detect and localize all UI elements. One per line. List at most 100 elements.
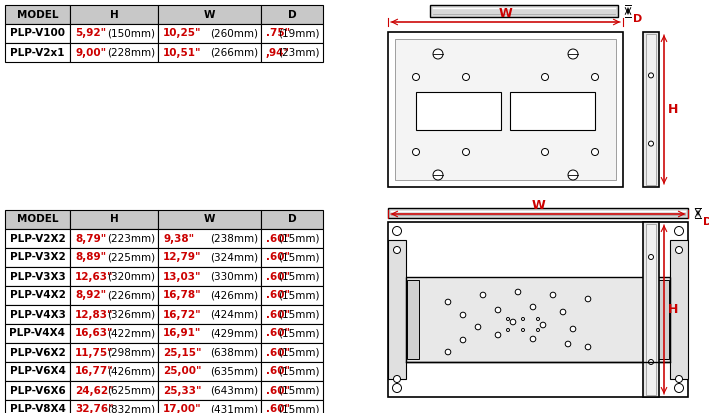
Circle shape — [537, 318, 540, 320]
Text: (19mm): (19mm) — [279, 28, 320, 38]
Bar — [646, 34, 656, 185]
Text: 24,62": 24,62" — [75, 385, 113, 396]
Circle shape — [565, 341, 571, 347]
Text: W: W — [203, 9, 216, 19]
Text: H: H — [668, 103, 679, 116]
Bar — [70, 248, 158, 267]
Circle shape — [475, 324, 481, 330]
Text: PLP-V6X6: PLP-V6X6 — [10, 385, 65, 396]
Circle shape — [393, 375, 401, 382]
Text: PLP-V6X4: PLP-V6X4 — [9, 366, 65, 377]
Text: (260mm): (260mm) — [210, 28, 258, 38]
Bar — [261, 248, 323, 267]
Bar — [70, 286, 158, 305]
Text: W: W — [203, 214, 216, 225]
Bar — [395, 39, 616, 180]
Text: (15mm): (15mm) — [279, 366, 320, 377]
Bar — [158, 43, 261, 62]
Bar — [646, 224, 656, 395]
Bar — [261, 5, 323, 24]
Text: (832mm): (832mm) — [107, 404, 155, 413]
Bar — [388, 32, 623, 187]
Bar — [70, 343, 158, 362]
Bar — [5, 381, 70, 400]
Bar — [5, 24, 70, 43]
Bar — [70, 24, 158, 43]
Bar — [261, 229, 323, 248]
Text: 12,63": 12,63" — [75, 271, 113, 282]
Bar — [261, 324, 323, 343]
Bar — [158, 24, 261, 43]
Bar — [158, 267, 261, 286]
Text: ,94": ,94" — [266, 47, 290, 57]
Bar — [261, 400, 323, 413]
Text: (643mm): (643mm) — [210, 385, 258, 396]
Bar — [70, 381, 158, 400]
Text: PLP-V4X2: PLP-V4X2 — [9, 290, 65, 301]
Text: 17,00": 17,00" — [163, 404, 201, 413]
Text: .75": .75" — [266, 28, 290, 38]
Circle shape — [530, 304, 536, 310]
Text: (431mm): (431mm) — [210, 404, 258, 413]
Bar — [70, 324, 158, 343]
Bar — [70, 400, 158, 413]
Text: .60": .60" — [266, 290, 290, 301]
Bar — [261, 210, 323, 229]
Bar — [430, 5, 618, 17]
Bar — [261, 286, 323, 305]
Bar — [5, 305, 70, 324]
Text: W: W — [498, 7, 513, 20]
Bar — [70, 210, 158, 229]
Text: (225mm): (225mm) — [107, 252, 155, 263]
Bar — [657, 280, 669, 359]
Circle shape — [495, 332, 501, 338]
Bar — [5, 324, 70, 343]
Text: H: H — [668, 303, 679, 316]
Text: 12,83": 12,83" — [75, 309, 113, 320]
Bar — [261, 362, 323, 381]
Text: 9,00": 9,00" — [75, 47, 106, 57]
Text: (15mm): (15mm) — [279, 233, 320, 244]
Text: H: H — [110, 214, 118, 225]
Text: (635mm): (635mm) — [210, 366, 258, 377]
Text: MODEL: MODEL — [17, 214, 58, 225]
Circle shape — [462, 149, 469, 156]
Circle shape — [585, 344, 591, 350]
Bar — [70, 43, 158, 62]
Circle shape — [649, 254, 654, 259]
Bar — [5, 229, 70, 248]
Bar — [510, 92, 595, 130]
Circle shape — [676, 247, 683, 254]
Circle shape — [649, 359, 654, 365]
Circle shape — [433, 49, 443, 59]
Text: .60": .60" — [266, 404, 290, 413]
Circle shape — [393, 226, 401, 235]
Bar — [5, 362, 70, 381]
Text: (426mm): (426mm) — [107, 366, 155, 377]
Text: 16,72": 16,72" — [163, 309, 201, 320]
Text: 12,79": 12,79" — [163, 252, 201, 263]
Circle shape — [530, 336, 536, 342]
Text: W: W — [531, 199, 545, 212]
Bar — [643, 222, 659, 397]
Text: (15mm): (15mm) — [279, 404, 320, 413]
Text: D: D — [288, 214, 296, 225]
Circle shape — [540, 322, 546, 328]
Text: H: H — [110, 9, 118, 19]
Bar — [5, 400, 70, 413]
Bar — [158, 305, 261, 324]
Bar — [158, 362, 261, 381]
Circle shape — [674, 384, 683, 392]
Bar — [261, 267, 323, 286]
Text: 10,51": 10,51" — [163, 47, 201, 57]
Circle shape — [542, 149, 549, 156]
Text: 9,38": 9,38" — [163, 233, 194, 244]
Text: 8,89": 8,89" — [75, 252, 106, 263]
Text: PLP-V3X2: PLP-V3X2 — [10, 252, 65, 263]
Bar — [70, 305, 158, 324]
Bar — [407, 280, 419, 359]
Bar — [5, 5, 70, 24]
Text: PLP-V2X2: PLP-V2X2 — [10, 233, 65, 244]
Circle shape — [591, 74, 598, 81]
Circle shape — [649, 73, 654, 78]
